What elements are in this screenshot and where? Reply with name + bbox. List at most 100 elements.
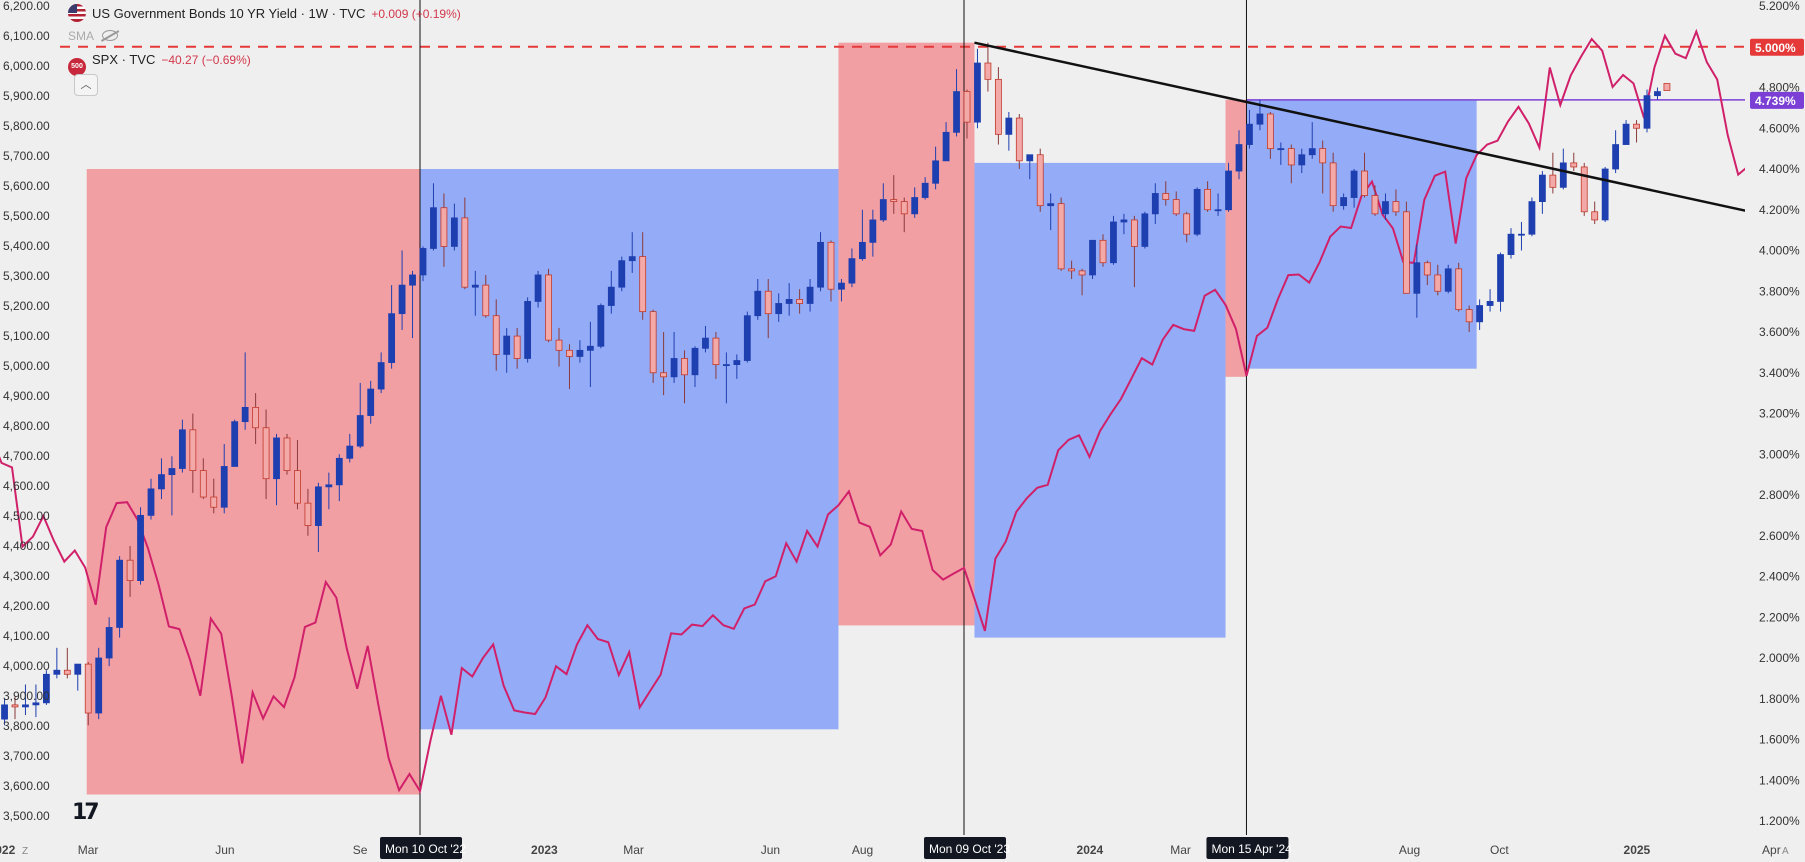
yield-candle[interactable]: [84, 662, 92, 726]
yield-candle[interactable]: [607, 270, 615, 314]
spx-legend[interactable]: 500 SPX · TVC −40.27 (−0.69%): [68, 52, 251, 76]
yield-candle[interactable]: [1350, 169, 1358, 208]
yield-candle[interactable]: [74, 663, 82, 691]
yield-candle[interactable]: [1476, 299, 1484, 330]
yield-candle[interactable]: [974, 48, 981, 129]
yield-candle[interactable]: [1549, 152, 1557, 194]
yield-candle[interactable]: [576, 340, 584, 363]
yield-candle[interactable]: [419, 246, 427, 282]
sma-legend[interactable]: SMA: [68, 28, 119, 43]
yield-candle[interactable]: [1225, 162, 1232, 212]
yield-candle[interactable]: [1633, 120, 1640, 143]
yield-candle[interactable]: [503, 327, 511, 373]
yield-candle[interactable]: [1465, 305, 1473, 332]
yield-candle[interactable]: [1340, 193, 1348, 210]
yield-candle[interactable]: [660, 332, 668, 396]
yield-candle[interactable]: [1528, 197, 1536, 237]
yield-candle[interactable]: [42, 670, 50, 705]
yield-candle[interactable]: [1413, 244, 1421, 318]
yield-candle[interactable]: [335, 454, 343, 502]
yield-candle[interactable]: [1423, 260, 1431, 286]
yield-candle[interactable]: [1371, 185, 1379, 216]
yield-candle[interactable]: [743, 311, 751, 363]
yield-candle[interactable]: [1298, 148, 1306, 174]
yield-candle[interactable]: [262, 409, 270, 500]
yield-candle[interactable]: [1130, 215, 1138, 288]
yield-candle[interactable]: [1183, 211, 1191, 243]
yield-candle[interactable]: [827, 240, 835, 302]
yield-candle[interactable]: [367, 380, 375, 424]
yield-candle[interactable]: [430, 183, 437, 251]
yield-candle[interactable]: [963, 89, 971, 139]
yield-candle[interactable]: [890, 175, 898, 214]
yield-candle[interactable]: [1434, 264, 1442, 296]
yield-candle[interactable]: [1392, 189, 1400, 216]
yield-candle[interactable]: [471, 270, 479, 316]
yield-candle[interactable]: [1601, 166, 1609, 222]
yield-candle[interactable]: [492, 299, 500, 371]
yield-candle[interactable]: [785, 283, 793, 316]
yield-candle[interactable]: [900, 197, 908, 233]
yield-candle[interactable]: [649, 309, 657, 383]
yield-candle[interactable]: [1193, 187, 1201, 237]
hidden-eye-icon[interactable]: [102, 30, 119, 41]
yield-candle[interactable]: [942, 122, 950, 162]
yield-candle[interactable]: [116, 556, 124, 638]
yield-candle[interactable]: [1005, 111, 1013, 151]
yield-candle[interactable]: [1078, 268, 1086, 296]
yield-candle[interactable]: [178, 419, 186, 473]
yield-candle[interactable]: [95, 647, 103, 720]
yield-candle[interactable]: [1319, 140, 1327, 194]
yield-candle[interactable]: [1120, 213, 1128, 235]
yield-candle[interactable]: [984, 42, 992, 92]
yield-candle[interactable]: [1559, 148, 1567, 190]
yield-candle[interactable]: [1162, 181, 1170, 206]
yield-candle[interactable]: [545, 268, 552, 343]
yield-candle[interactable]: [440, 193, 448, 267]
yield-candle[interactable]: [105, 617, 113, 667]
yield-candle[interactable]: [1151, 183, 1159, 225]
yield-candle[interactable]: [1047, 193, 1055, 231]
yield-candle[interactable]: [1654, 87, 1661, 100]
yield-candle[interactable]: [555, 327, 563, 367]
yield-candle[interactable]: [377, 352, 385, 394]
yield-candle[interactable]: [11, 696, 19, 720]
yield-candle[interactable]: [1518, 221, 1525, 251]
collapse-legend-button[interactable]: ︿: [74, 74, 98, 96]
yield-candle[interactable]: [1622, 120, 1630, 145]
yield-candle[interactable]: [953, 69, 960, 137]
yield-candle[interactable]: [241, 352, 249, 430]
yield-candle[interactable]: [294, 439, 301, 510]
yield-candle[interactable]: [158, 458, 165, 500]
yield-candle[interactable]: [618, 256, 626, 292]
yield-candle[interactable]: [126, 545, 134, 597]
yield-candle[interactable]: [1141, 211, 1149, 249]
yield-candle[interactable]: [199, 458, 207, 500]
yield-candle[interactable]: [702, 325, 709, 353]
yield-candle[interactable]: [1497, 252, 1504, 312]
trendline[interactable]: [974, 41, 1805, 226]
yield-candle[interactable]: [848, 248, 856, 288]
yield-candle[interactable]: [722, 352, 730, 404]
yield-candle[interactable]: [1089, 239, 1096, 280]
yield-candle[interactable]: [356, 382, 364, 449]
yield-candle[interactable]: [1361, 152, 1368, 198]
yield-candle[interactable]: [1382, 193, 1389, 220]
yield-candle[interactable]: [1246, 109, 1253, 149]
spx-line[interactable]: [0, 28, 1781, 794]
yield-candle[interactable]: [1036, 148, 1044, 212]
yield-candle[interactable]: [858, 209, 866, 261]
yield-candle[interactable]: [1329, 152, 1337, 212]
yield-candle[interactable]: [733, 354, 741, 379]
yield-candle[interactable]: [1026, 154, 1034, 180]
yield-candle[interactable]: [566, 344, 573, 390]
yield-candle[interactable]: [534, 270, 542, 308]
yield-candle[interactable]: [1172, 191, 1180, 216]
yield-candle[interactable]: [1, 698, 8, 726]
yield-candle[interactable]: [32, 684, 40, 718]
yield-candle[interactable]: [1214, 193, 1222, 216]
yield-candle[interactable]: [1570, 152, 1578, 172]
yield-candle[interactable]: [869, 209, 877, 257]
yield-candle[interactable]: [586, 321, 594, 388]
